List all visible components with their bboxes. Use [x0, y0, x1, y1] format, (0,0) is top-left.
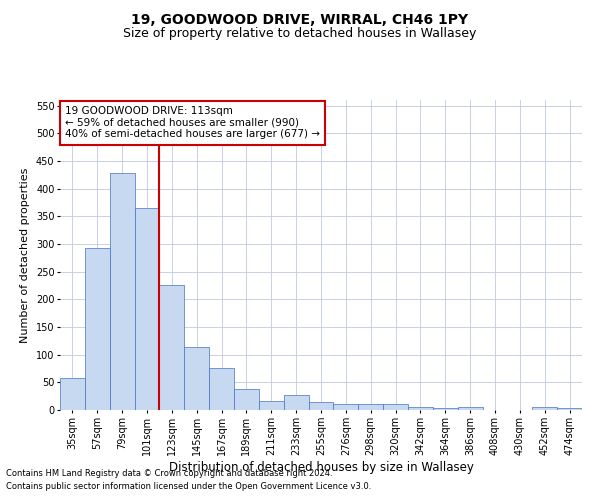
Bar: [284, 394, 308, 410]
Bar: [259, 400, 284, 410]
Bar: [160, 286, 184, 410]
Bar: [383, 404, 408, 410]
Text: Contains public sector information licensed under the Open Government Licence v3: Contains public sector information licen…: [6, 482, 371, 491]
Text: Contains HM Land Registry data © Crown copyright and database right 2024.: Contains HM Land Registry data © Crown c…: [6, 468, 332, 477]
Bar: [408, 407, 433, 410]
Bar: [308, 402, 334, 410]
Bar: [358, 404, 383, 410]
Text: 19 GOODWOOD DRIVE: 113sqm
← 59% of detached houses are smaller (990)
40% of semi: 19 GOODWOOD DRIVE: 113sqm ← 59% of detac…: [65, 106, 320, 140]
Bar: [557, 408, 582, 410]
Bar: [334, 404, 358, 410]
Bar: [110, 173, 134, 410]
Text: 19, GOODWOOD DRIVE, WIRRAL, CH46 1PY: 19, GOODWOOD DRIVE, WIRRAL, CH46 1PY: [131, 12, 469, 26]
Bar: [209, 368, 234, 410]
Bar: [134, 208, 160, 410]
Bar: [60, 378, 85, 410]
Bar: [85, 248, 110, 410]
Bar: [532, 407, 557, 410]
Bar: [184, 348, 209, 410]
Bar: [234, 389, 259, 410]
Y-axis label: Number of detached properties: Number of detached properties: [20, 168, 30, 342]
Text: Size of property relative to detached houses in Wallasey: Size of property relative to detached ho…: [124, 28, 476, 40]
Bar: [433, 408, 458, 410]
X-axis label: Distribution of detached houses by size in Wallasey: Distribution of detached houses by size …: [169, 460, 473, 473]
Bar: [458, 406, 482, 410]
